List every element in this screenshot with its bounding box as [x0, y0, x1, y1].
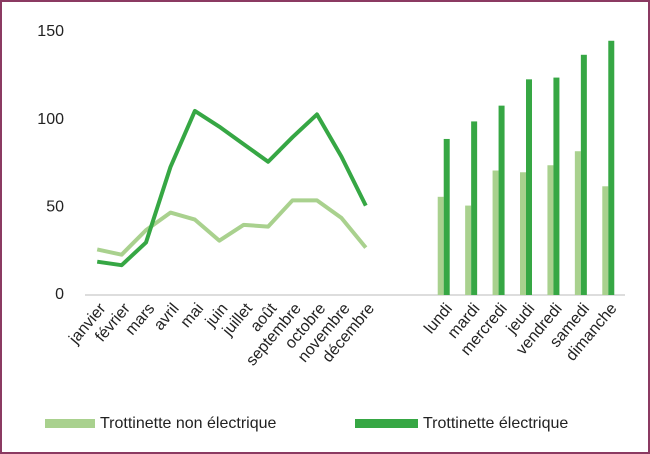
bar — [574, 151, 581, 295]
bar — [553, 77, 560, 295]
bar — [608, 40, 615, 296]
bar — [492, 170, 499, 295]
bar — [437, 196, 444, 295]
line-series — [96, 198, 368, 257]
bar — [547, 165, 554, 295]
bar — [580, 54, 587, 295]
bar — [602, 186, 609, 295]
bar — [526, 79, 532, 295]
legend-label: Trottinette électrique — [423, 415, 568, 432]
line-series — [96, 108, 368, 268]
bar — [520, 172, 526, 295]
legend-swatch — [45, 419, 95, 428]
bar — [465, 205, 472, 295]
y-tick-label: 100 — [37, 111, 64, 128]
bar — [471, 121, 478, 295]
y-tick-label: 50 — [46, 199, 64, 216]
legend-label: Trottinette non électrique — [100, 415, 277, 432]
y-tick-label: 0 — [55, 286, 64, 303]
legend-swatch — [355, 419, 418, 428]
y-tick-label: 150 — [37, 23, 64, 40]
bar — [498, 105, 505, 295]
bar — [443, 138, 450, 295]
